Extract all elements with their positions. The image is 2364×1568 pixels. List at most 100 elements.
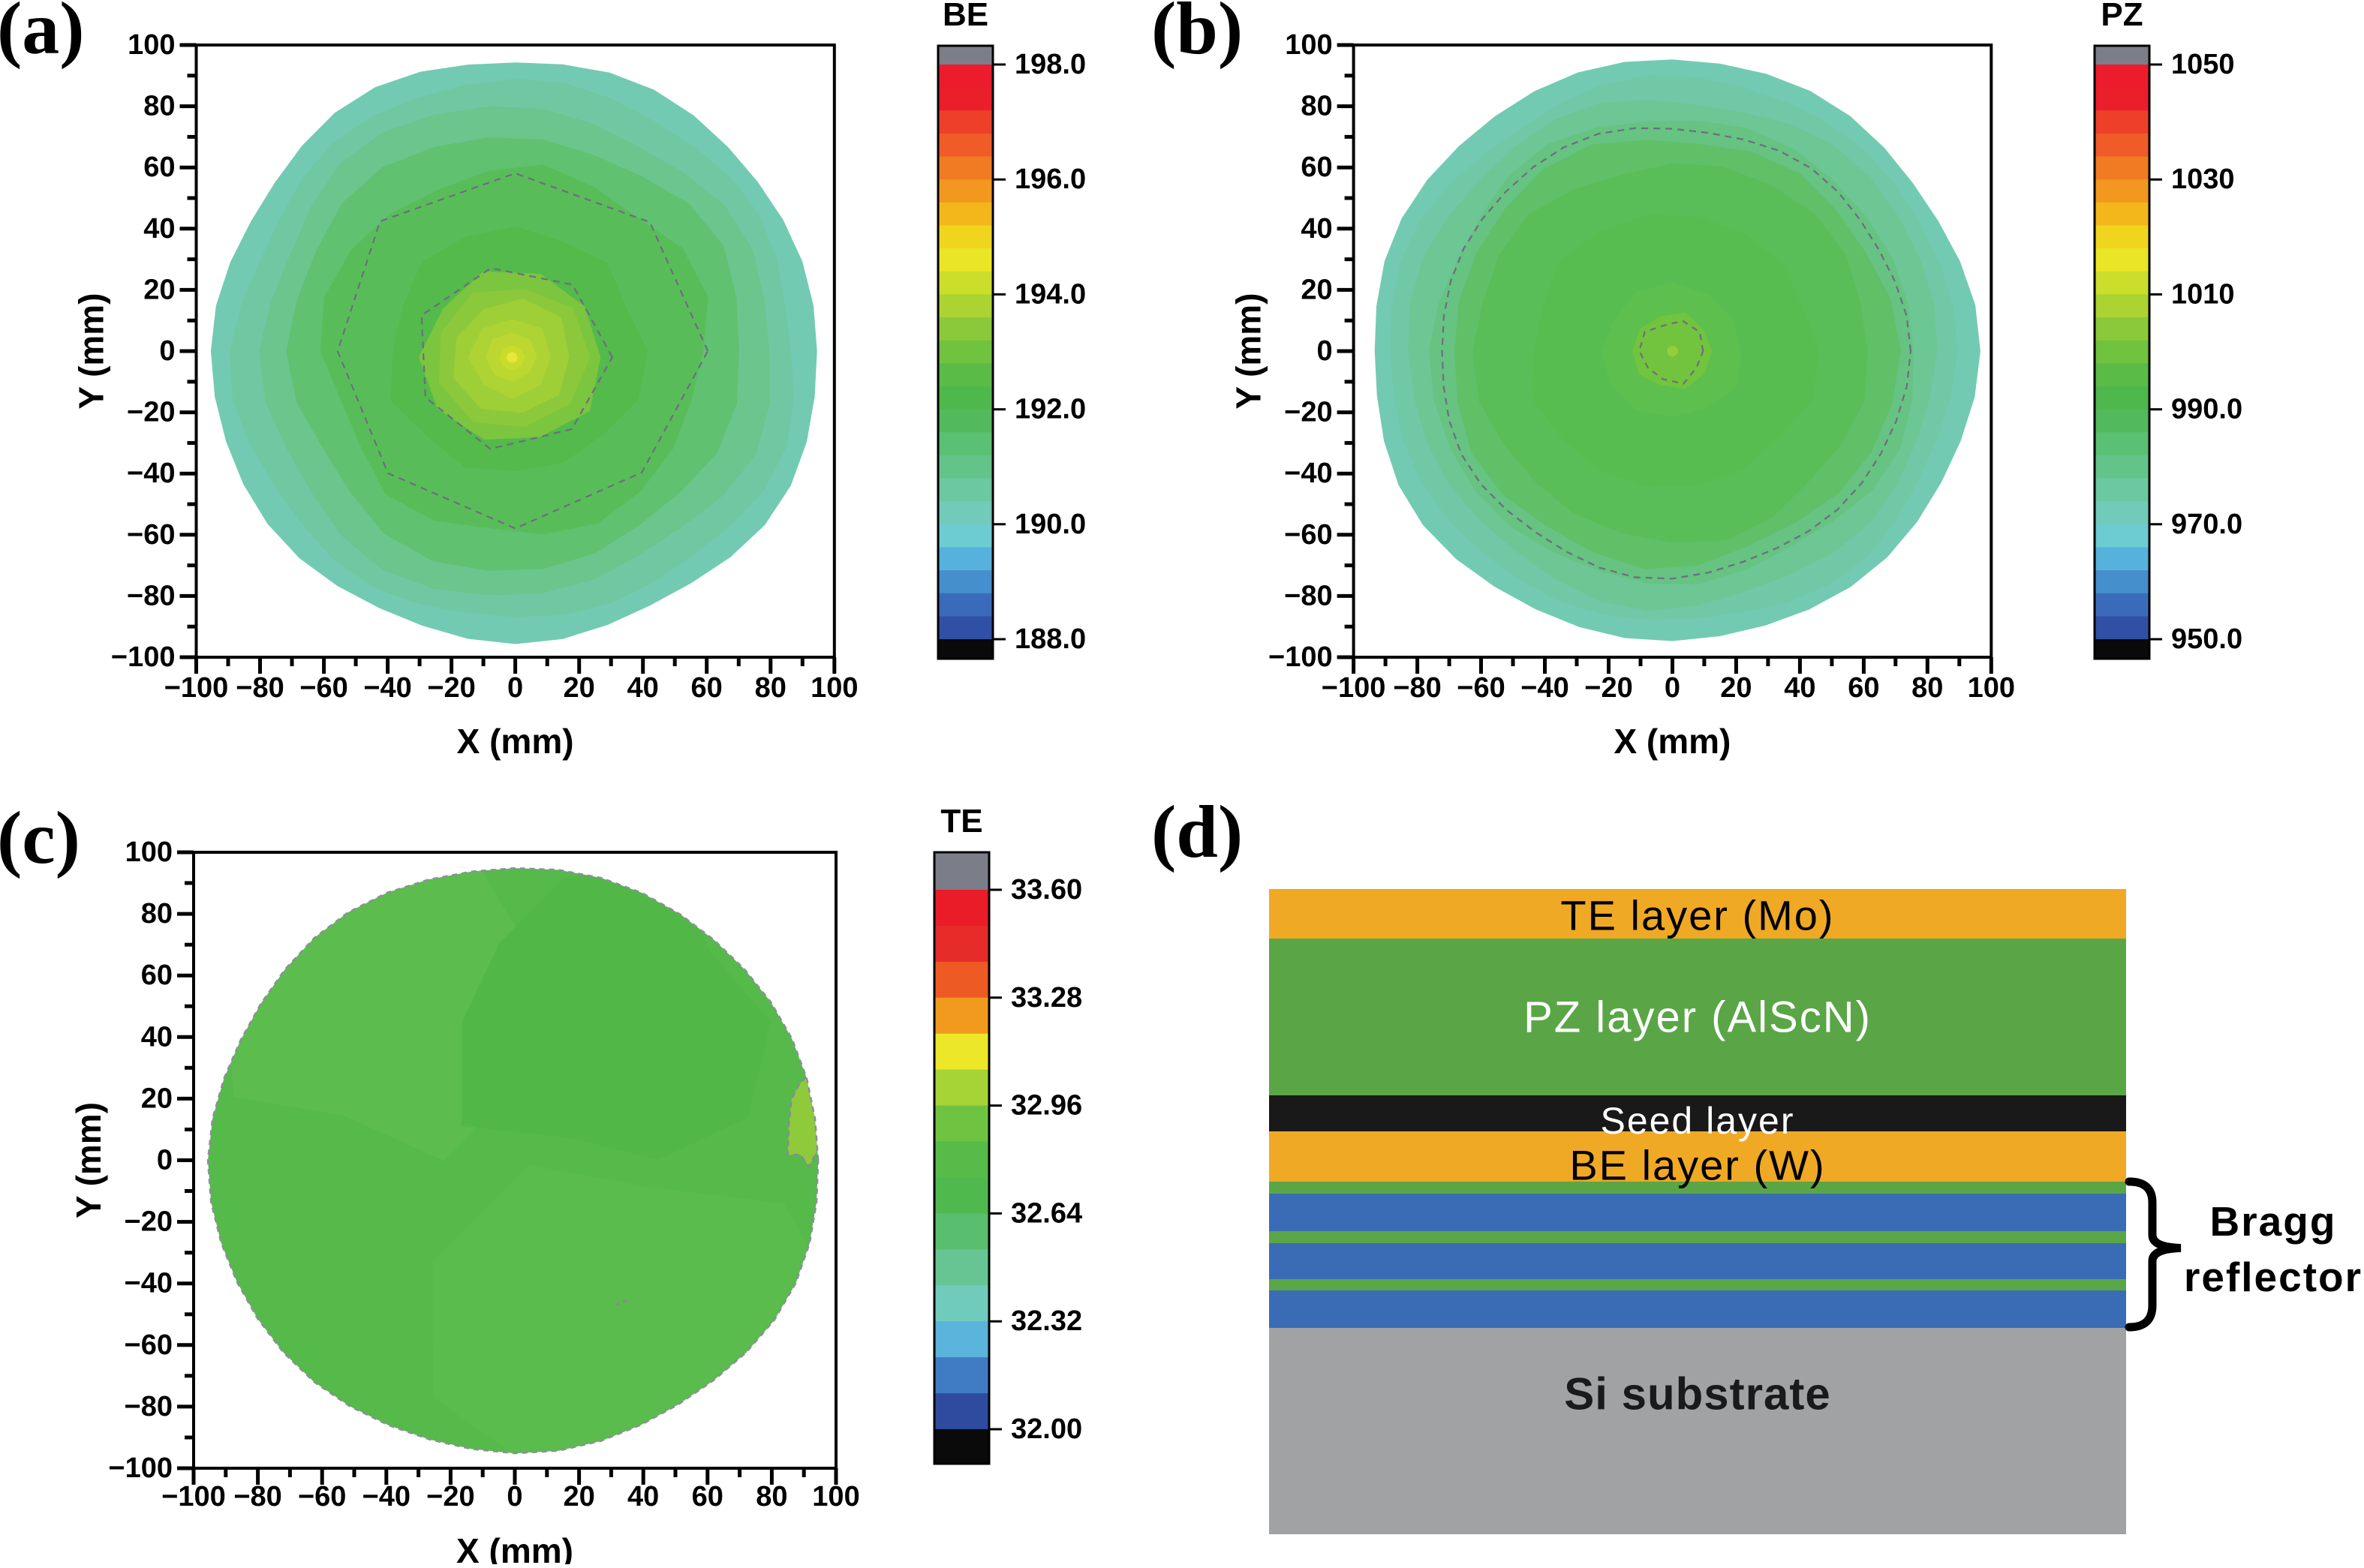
- svg-text:0: 0: [159, 335, 175, 367]
- svg-text:−40: −40: [1284, 458, 1332, 489]
- svg-text:0: 0: [507, 672, 523, 704]
- svg-text:−100: −100: [1268, 641, 1333, 673]
- svg-text:20: 20: [1301, 274, 1332, 305]
- svg-text:−40: −40: [362, 1481, 411, 1512]
- svg-text:80: 80: [755, 672, 786, 704]
- svg-text:−80: −80: [127, 580, 175, 611]
- svg-text:1030: 1030: [2171, 164, 2235, 195]
- svg-text:−40: −40: [363, 672, 411, 704]
- svg-text:0: 0: [1316, 335, 1332, 367]
- svg-text:TE layer (Mo): TE layer (Mo): [1560, 892, 1834, 939]
- svg-text:20: 20: [141, 1083, 173, 1114]
- svg-text:60: 60: [1848, 672, 1879, 704]
- svg-text:−80: −80: [233, 1481, 281, 1512]
- svg-text:0: 0: [507, 1481, 522, 1512]
- svg-text:1050: 1050: [2171, 49, 2235, 80]
- svg-text:40: 40: [627, 1481, 659, 1512]
- svg-text:80: 80: [756, 1481, 787, 1512]
- svg-text:−60: −60: [1457, 672, 1505, 704]
- svg-text:−80: −80: [125, 1391, 173, 1422]
- svg-text:−100: −100: [108, 1452, 173, 1484]
- svg-text:−40: −40: [127, 458, 175, 489]
- svg-text:−40: −40: [1520, 672, 1568, 704]
- svg-text:40: 40: [143, 213, 175, 245]
- svg-text:192.0: 192.0: [1015, 394, 1086, 425]
- svg-text:100: 100: [1285, 29, 1332, 61]
- svg-text:100: 100: [125, 837, 173, 868]
- svg-text:TE: TE: [940, 803, 982, 840]
- svg-text:20: 20: [563, 1481, 594, 1512]
- svg-text:−20: −20: [1284, 397, 1332, 428]
- svg-text:60: 60: [143, 152, 175, 183]
- svg-text:100: 100: [1968, 672, 2015, 704]
- svg-text:33.60: 33.60: [1011, 874, 1082, 906]
- svg-text:60: 60: [692, 1481, 723, 1512]
- svg-text:−80: −80: [236, 672, 284, 704]
- svg-text:(c): (c): [0, 796, 80, 879]
- svg-text:−20: −20: [426, 1481, 474, 1512]
- svg-text:32.32: 32.32: [1011, 1305, 1082, 1337]
- svg-text:40: 40: [627, 672, 659, 704]
- svg-text:Seed layer: Seed layer: [1600, 1100, 1794, 1142]
- svg-text:190.0: 190.0: [1015, 509, 1086, 540]
- svg-text:32.64: 32.64: [1011, 1197, 1082, 1229]
- svg-text:−100: −100: [164, 672, 229, 704]
- svg-text:−60: −60: [125, 1329, 173, 1361]
- svg-text:BE layer (W): BE layer (W): [1569, 1142, 1825, 1189]
- svg-text:0: 0: [157, 1145, 173, 1176]
- svg-text:950.0: 950.0: [2171, 623, 2242, 655]
- svg-text:60: 60: [1301, 152, 1332, 183]
- svg-text:33.28: 33.28: [1011, 982, 1082, 1014]
- svg-text:0: 0: [1665, 672, 1680, 704]
- svg-text:−20: −20: [125, 1206, 173, 1238]
- svg-text:−60: −60: [127, 519, 175, 551]
- svg-text:Bragg: Bragg: [2210, 1198, 2337, 1245]
- svg-text:198.0: 198.0: [1015, 49, 1086, 80]
- svg-text:−60: −60: [299, 672, 347, 704]
- svg-text:990.0: 990.0: [2171, 394, 2242, 425]
- svg-text:194.0: 194.0: [1015, 278, 1086, 310]
- svg-text:80: 80: [143, 91, 175, 122]
- svg-text:20: 20: [1720, 672, 1752, 704]
- svg-text:−100: −100: [111, 641, 176, 673]
- svg-text:60: 60: [141, 960, 173, 991]
- svg-text:80: 80: [1911, 672, 1943, 704]
- svg-text:188.0: 188.0: [1015, 623, 1086, 655]
- svg-text:20: 20: [143, 274, 175, 305]
- svg-text:(b): (b): [1151, 0, 1243, 70]
- svg-text:40: 40: [1784, 672, 1815, 704]
- svg-text:60: 60: [691, 672, 723, 704]
- svg-text:32.00: 32.00: [1011, 1413, 1082, 1445]
- svg-text:X (mm): X (mm): [457, 722, 574, 761]
- svg-text:(d): (d): [1151, 790, 1243, 873]
- svg-text:80: 80: [1301, 91, 1332, 122]
- svg-text:1010: 1010: [2171, 278, 2235, 310]
- svg-text:Si substrate: Si substrate: [1564, 1369, 1830, 1419]
- svg-text:−20: −20: [127, 397, 175, 428]
- svg-text:PZ layer (AlScN): PZ layer (AlScN): [1523, 993, 1872, 1042]
- svg-text:−100: −100: [1322, 672, 1386, 704]
- svg-text:−20: −20: [1584, 672, 1632, 704]
- svg-text:196.0: 196.0: [1015, 164, 1086, 195]
- svg-text:X (mm): X (mm): [456, 1531, 573, 1564]
- svg-text:X (mm): X (mm): [1614, 722, 1731, 761]
- svg-text:−80: −80: [1393, 672, 1441, 704]
- svg-text:BE: BE: [943, 0, 988, 33]
- svg-text:100: 100: [812, 1481, 859, 1512]
- svg-text:80: 80: [141, 898, 173, 930]
- svg-text:Y (mm): Y (mm): [1229, 293, 1268, 409]
- svg-text:970.0: 970.0: [2171, 509, 2242, 540]
- svg-text:100: 100: [128, 29, 175, 61]
- svg-text:−40: −40: [125, 1268, 173, 1299]
- svg-text:40: 40: [1301, 213, 1332, 245]
- svg-text:−60: −60: [298, 1481, 346, 1512]
- svg-text:−80: −80: [1284, 580, 1332, 611]
- svg-text:32.96: 32.96: [1011, 1090, 1082, 1122]
- svg-text:20: 20: [564, 672, 595, 704]
- svg-text:Y (mm): Y (mm): [72, 293, 111, 409]
- svg-text:100: 100: [811, 672, 858, 704]
- svg-text:reflector: reflector: [2184, 1254, 2362, 1300]
- svg-text:40: 40: [141, 1021, 173, 1053]
- svg-text:−60: −60: [1284, 519, 1332, 551]
- svg-text:−20: −20: [427, 672, 475, 704]
